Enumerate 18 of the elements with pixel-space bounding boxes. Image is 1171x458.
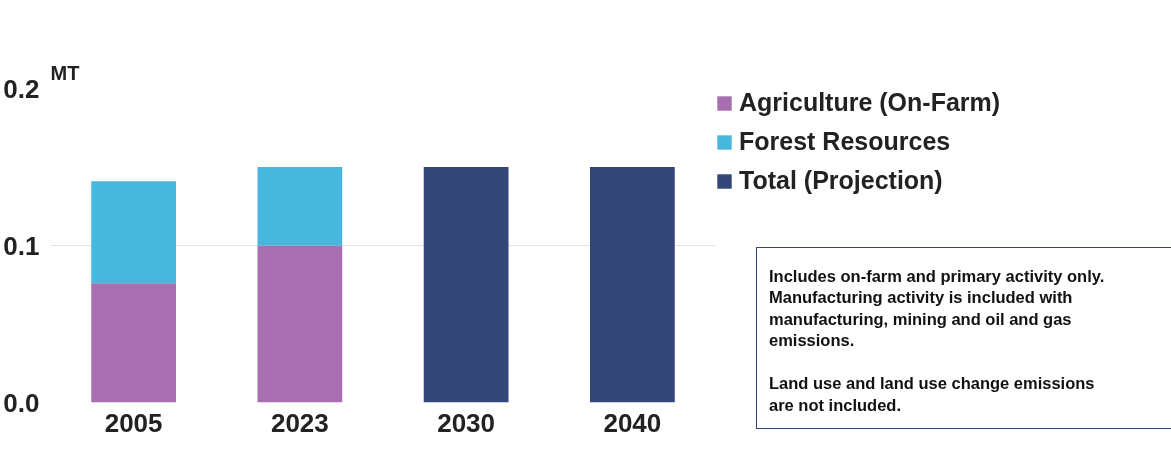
x-tick-label: 2023 [270,407,329,438]
bar [257,245,343,403]
y-axis-title: MT [50,61,80,84]
legend-label: Agriculture (On-Farm) [739,88,1001,117]
x-tick-label: 2040 [603,407,662,438]
text: Includes on-farm and primary activity only. Manufacturing activity is included with manufacturing, mining and oil and gas emissions. Land use and land use change emissions are not included. [769,267,1105,414]
y-tick-label: 0.0 [3,387,40,418]
bar [589,167,675,403]
y-tick-label: 0.2 [3,73,40,104]
legend-label: Total (Projection) [739,166,943,195]
x-tick-label: 2030 [437,407,496,438]
bar [91,181,177,284]
legend-label: Forest Resources [739,127,951,156]
y-tick-label: 0.1 [3,230,40,261]
bar [91,283,177,403]
bar [423,167,509,403]
x-tick-label: 2005 [104,407,163,438]
bar [257,167,343,246]
